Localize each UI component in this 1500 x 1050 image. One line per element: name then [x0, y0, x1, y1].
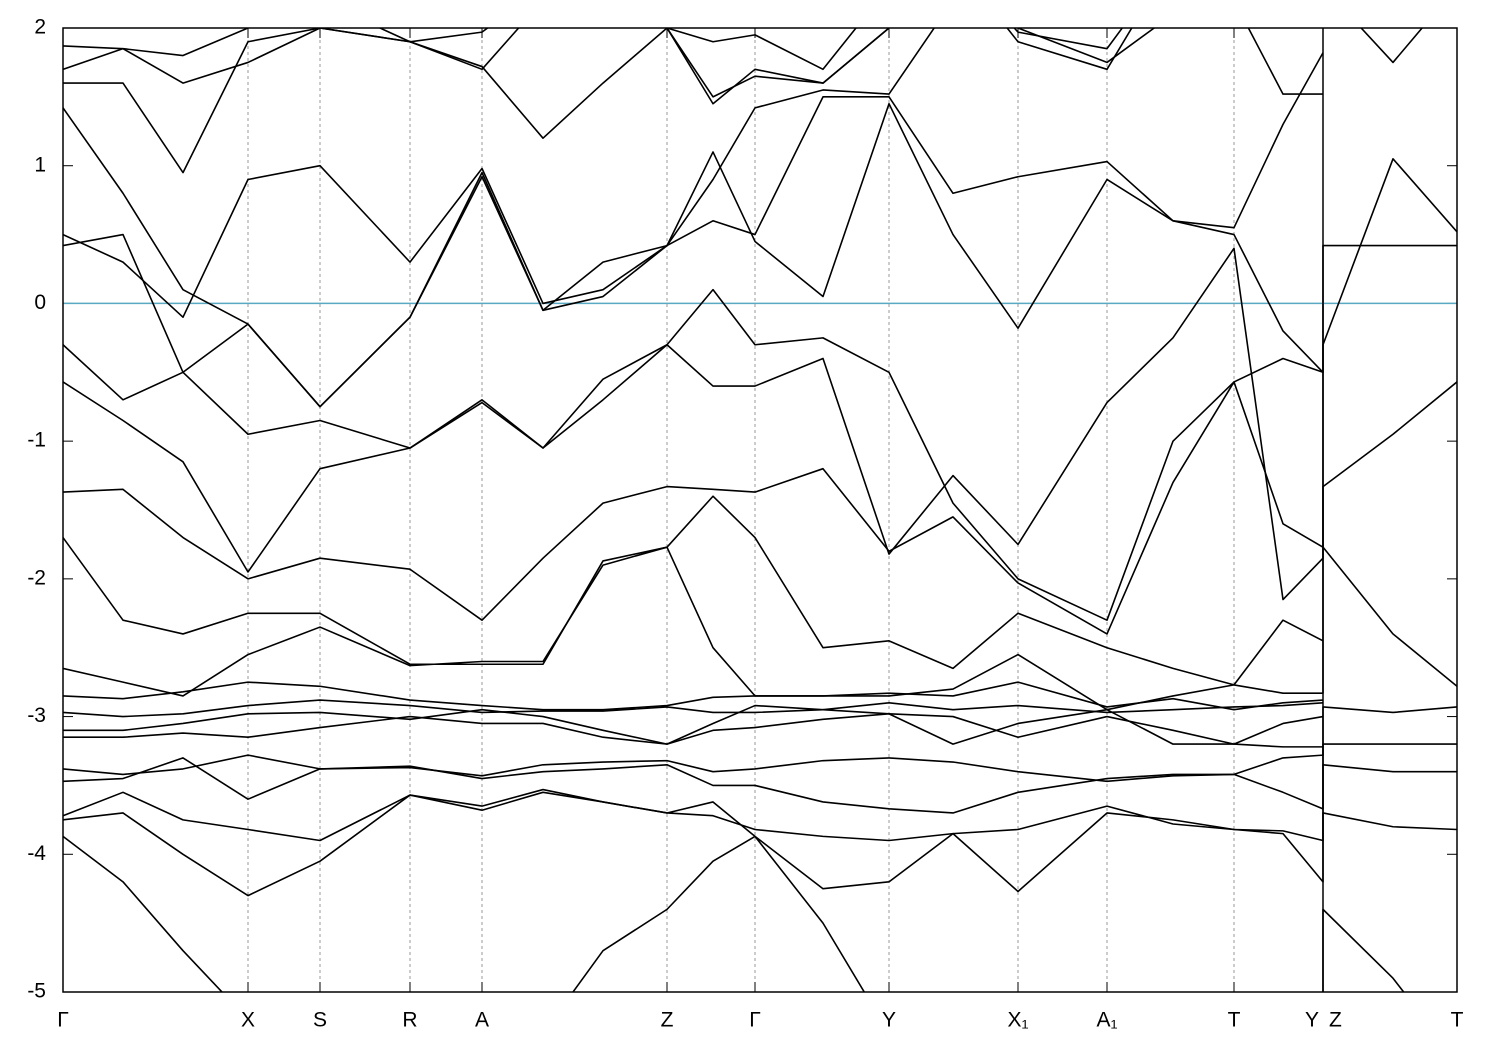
grid — [62, 27, 1458, 993]
x-tick-label: Z — [661, 1009, 674, 1032]
band-line — [63, 546, 1457, 711]
band-line — [63, 158, 1457, 601]
band-line — [63, 244, 1457, 621]
y-tick-label: -2 — [27, 566, 46, 589]
x-tick-label: A₁ — [1096, 1009, 1117, 1032]
band-line — [63, 28, 1124, 71]
band-line — [63, 763, 1457, 842]
x-tick-label: T — [1228, 1009, 1241, 1032]
band-line — [63, 713, 1323, 748]
y-tick-label: -4 — [27, 842, 46, 865]
band-line — [63, 699, 1324, 718]
x-tick-label: T — [1451, 1009, 1464, 1032]
band-line — [63, 28, 1424, 174]
x-tick-label: X — [241, 1009, 255, 1032]
x-tick-label: R — [402, 1009, 417, 1032]
band-line — [63, 706, 1457, 783]
x-tick-label: Y — [882, 1009, 896, 1032]
x-tick-label: Γ — [749, 1009, 761, 1032]
band-line — [63, 743, 1457, 814]
x-tick-label: Z — [1329, 1009, 1342, 1032]
band-line — [63, 704, 1324, 745]
band-line — [63, 495, 1324, 686]
y-tick-label: -3 — [27, 704, 46, 727]
band-line — [63, 28, 1323, 318]
band-line — [63, 681, 1324, 711]
bands — [63, 28, 1457, 992]
x-tick-label: X₁ — [1007, 1009, 1028, 1032]
x-tick-label: S — [313, 1009, 327, 1032]
x-tick-label: A — [475, 1009, 489, 1032]
y-tick-label: 0 — [34, 291, 46, 314]
band-line — [63, 835, 1405, 992]
plot-frame — [62, 27, 1458, 993]
y-tick-label: -1 — [27, 429, 46, 452]
y-tick-label: -5 — [27, 980, 46, 1003]
x-tick-label: Y — [1305, 1009, 1319, 1032]
band-line — [63, 791, 1457, 897]
y-tick-label: 1 — [34, 153, 46, 176]
band-line — [63, 381, 1457, 635]
y-tick-label: 2 — [34, 16, 46, 39]
band-line — [63, 52, 1324, 408]
band-line — [63, 28, 1133, 105]
x-tick-label: Γ — [57, 1009, 69, 1032]
